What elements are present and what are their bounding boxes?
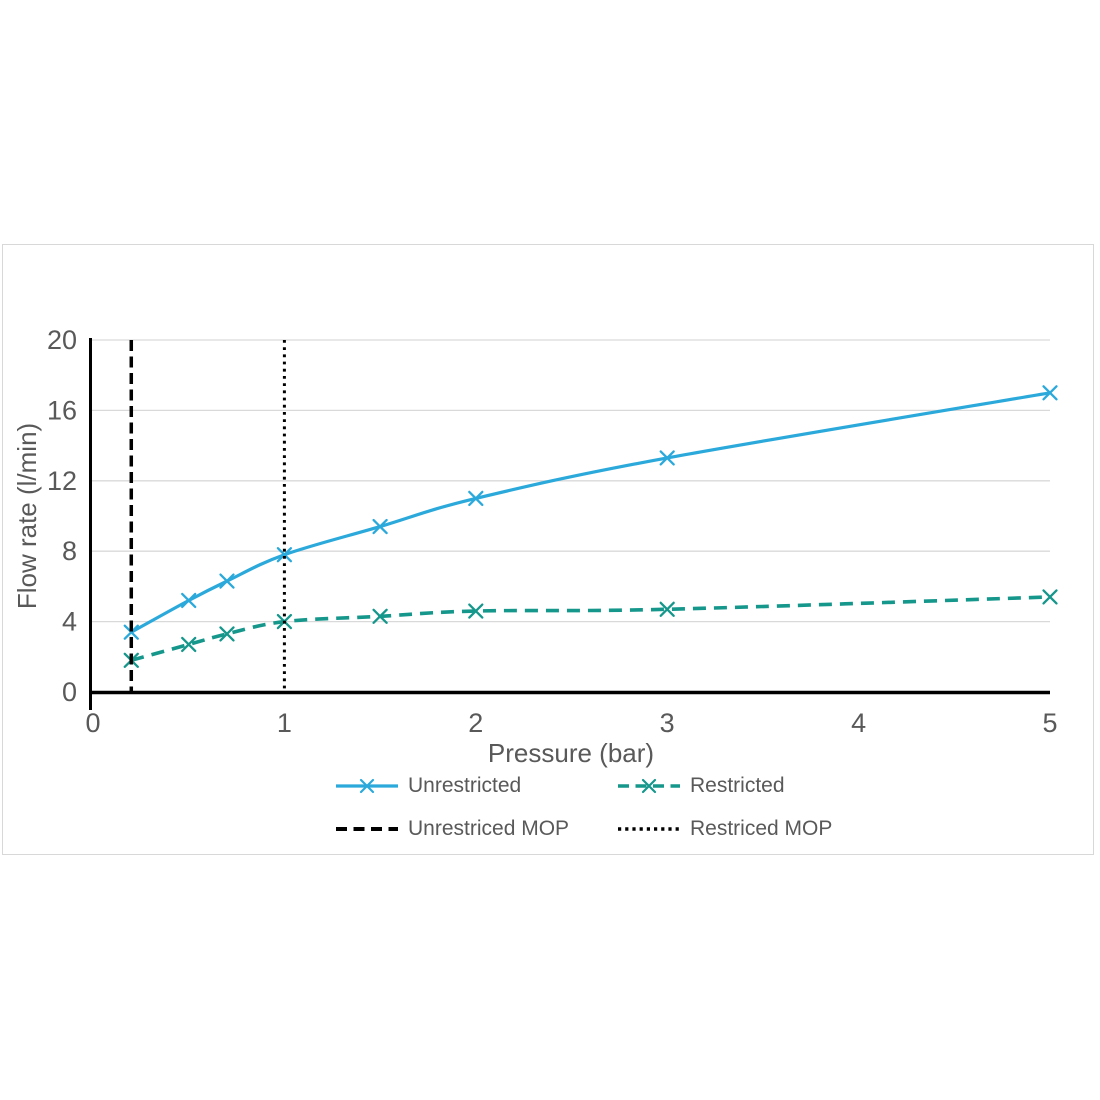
svg-text:12: 12 xyxy=(47,466,77,496)
chart-frame xyxy=(2,244,1094,855)
svg-text:16: 16 xyxy=(47,395,77,425)
svg-text:4: 4 xyxy=(851,708,866,738)
legend-label-restriced-mop: Restriced MOP xyxy=(690,817,833,840)
y-axis-tick-labels: 0 4 8 12 16 20 xyxy=(47,325,77,707)
svg-text:4: 4 xyxy=(62,607,77,637)
legend-item-unrestricted: Unrestricted xyxy=(335,774,521,798)
svg-text:0: 0 xyxy=(62,677,77,707)
svg-text:5: 5 xyxy=(1042,708,1057,738)
restriced-mop-dotted-swatch-icon xyxy=(618,827,680,831)
svg-text:3: 3 xyxy=(660,708,675,738)
legend-item-restricted: Restricted xyxy=(617,774,785,798)
x-axis-title: Pressure (bar) xyxy=(488,738,654,768)
axes xyxy=(89,338,1050,710)
y-axis-title: Flow rate (l/min) xyxy=(12,423,42,609)
restricted-line-swatch-icon xyxy=(618,778,680,794)
unrestricted-line-swatch-icon xyxy=(336,778,398,794)
mop-reference-lines xyxy=(129,340,286,692)
svg-text:8: 8 xyxy=(62,536,77,566)
legend-item-unrestriced-mop: Unrestriced MOP xyxy=(335,817,569,841)
legend-label-restricted: Restricted xyxy=(690,774,785,797)
series-restricted xyxy=(123,589,1058,668)
legend-label-unrestricted: Unrestricted xyxy=(408,774,522,797)
legend-item-restriced-mop: Restriced MOP xyxy=(617,817,832,841)
svg-text:0: 0 xyxy=(85,708,100,738)
svg-text:2: 2 xyxy=(468,708,483,738)
x-axis-tick-labels: 0 1 2 3 4 5 xyxy=(85,708,1057,738)
svg-text:1: 1 xyxy=(277,708,292,738)
series-unrestricted xyxy=(123,385,1058,640)
gridlines xyxy=(91,339,1050,623)
data-series xyxy=(123,385,1058,668)
legend-label-unrestriced-mop: Unrestriced MOP xyxy=(408,817,570,840)
unrestriced-mop-dashed-swatch-icon xyxy=(336,827,398,831)
svg-text:20: 20 xyxy=(47,325,77,355)
